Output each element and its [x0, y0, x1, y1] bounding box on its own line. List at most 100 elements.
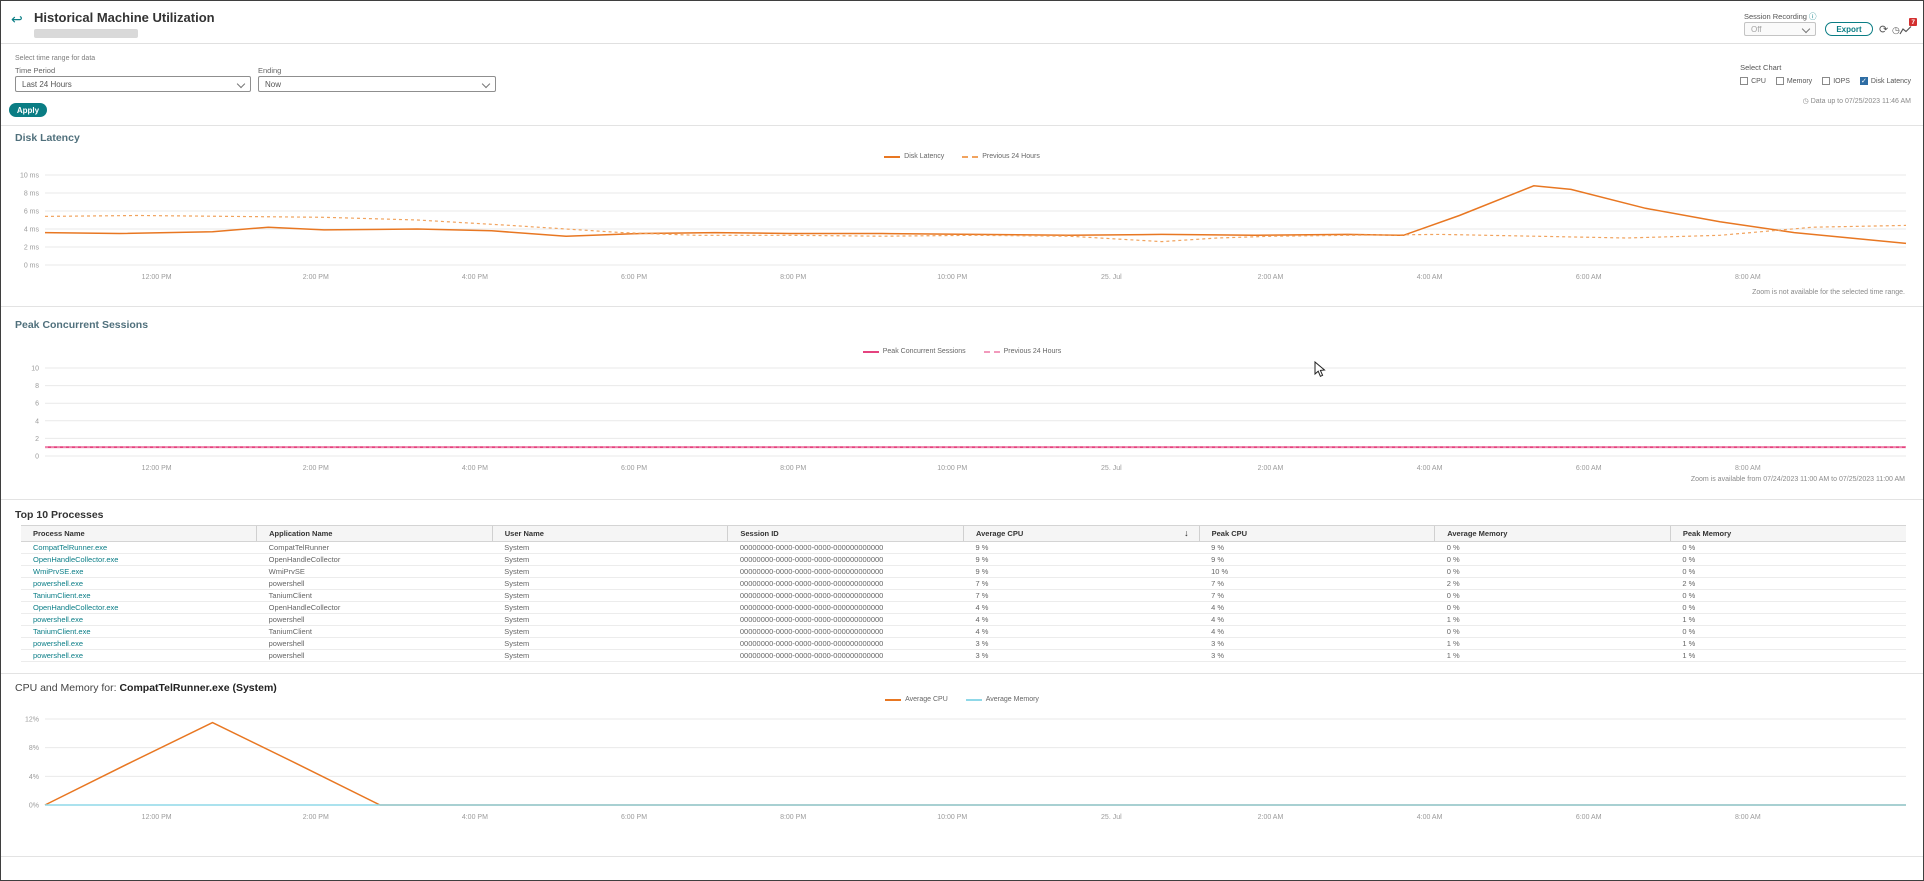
table-cell: 1 %: [1670, 613, 1906, 626]
column-header-session-id[interactable]: Session ID: [727, 525, 964, 542]
table-cell: 00000000-0000-0000-0000-000000000000: [727, 601, 964, 614]
process-name-link[interactable]: TaniumClient.exe: [33, 591, 91, 600]
table-cell: 7 %: [1199, 589, 1435, 602]
y-axis-label: 8%: [29, 745, 39, 752]
time-period-select[interactable]: Last 24 Hours: [15, 76, 251, 92]
x-axis-label: 4:00 PM: [462, 465, 488, 472]
legend-item[interactable]: Average Memory: [965, 696, 1039, 703]
x-axis-label: 6:00 AM: [1576, 814, 1602, 821]
table-cell: 2 %: [1434, 577, 1671, 590]
legend-item[interactable]: Previous 24 Hours: [962, 153, 1040, 160]
refresh-icon[interactable]: ⟳: [1879, 24, 1889, 36]
session-recording-label: Session Recording ⓘ: [1744, 11, 1817, 22]
column-header-label: Peak CPU: [1211, 529, 1248, 538]
export-button[interactable]: Export: [1825, 22, 1873, 36]
y-axis-label: 10: [31, 366, 39, 373]
ending-select[interactable]: Now: [258, 76, 496, 92]
table-cell: 4 %: [1199, 613, 1435, 626]
process-cpu-memory-chart: 12% 8% 4% 0% 12:00 PM 2:00 PM 4:00 PM 6:00 PM 8:…: [25, 717, 1906, 821]
session-recording-select[interactable]: Off: [1744, 22, 1816, 36]
legend-item[interactable]: Disk Latency: [884, 153, 944, 160]
legend-item[interactable]: Average CPU: [885, 696, 948, 703]
legend-swatch: [965, 698, 982, 701]
heading-prefix: CPU and Memory for:: [15, 682, 120, 694]
table-cell: 0 %: [1670, 601, 1906, 614]
column-header-user-name[interactable]: User Name: [491, 525, 728, 542]
y-axis-label: 0: [35, 454, 39, 461]
process-name-link[interactable]: powershell.exe: [33, 615, 84, 624]
table-row[interactable]: powershell.exe powershell System 00000000-0…: [21, 637, 1906, 650]
column-header-process-name[interactable]: Process Name: [21, 525, 257, 542]
process-name-link[interactable]: powershell.exe: [33, 651, 84, 660]
process-name-link[interactable]: powershell.exe: [33, 639, 84, 648]
table-row[interactable]: WmiPrvSE.exe WmiPrvSE System 00000000-0000-…: [21, 565, 1906, 578]
column-header-peak-memory[interactable]: Peak Memory: [1669, 525, 1906, 542]
table-row[interactable]: CompatTelRunner.exe CompatTelRunner System…: [21, 541, 1906, 554]
table-cell: 1 %: [1434, 637, 1671, 650]
checkbox-iops[interactable]: IOPS: [1822, 77, 1850, 85]
table-cell: 7 %: [963, 577, 1200, 590]
x-axis-label: 8:00 AM: [1735, 274, 1761, 281]
alerts-icon[interactable]: 7: [1899, 18, 1917, 35]
y-axis-label: 2 ms: [24, 245, 40, 252]
checkbox-cpu[interactable]: CPU: [1740, 77, 1766, 85]
process-name-link[interactable]: OpenHandleCollector.exe: [33, 555, 119, 564]
x-axis-label: 8:00 PM: [780, 814, 806, 821]
apply-button[interactable]: Apply: [9, 103, 47, 117]
table-row[interactable]: OpenHandleCollector.exe OpenHandleCollect…: [21, 553, 1906, 566]
process-name-link[interactable]: OpenHandleCollector.exe: [33, 603, 119, 612]
time-period-label: Time Period: [15, 66, 56, 75]
column-header-average-cpu[interactable]: Average CPU ↓: [963, 525, 1200, 542]
table-cell: 4 %: [963, 625, 1200, 638]
table-cell: powershell.exe: [21, 649, 257, 662]
legend-item[interactable]: Previous 24 Hours: [983, 348, 1062, 355]
data-up-to-text: Data up to 07/25/2023 11:46 AM: [1810, 98, 1911, 105]
process-name-link[interactable]: CompatTelRunner.exe: [33, 543, 108, 552]
legend-label: Previous 24 Hours: [1003, 348, 1062, 355]
session-recording-label-text: Session Recording: [1744, 12, 1807, 21]
back-button[interactable]: ↩: [11, 11, 23, 27]
column-header-peak-cpu[interactable]: Peak CPU: [1198, 525, 1435, 542]
legend-item[interactable]: Peak Concurrent Sessions: [862, 348, 966, 355]
table-cell: CompatTelRunner: [256, 541, 493, 554]
select-chart-options: CPU Memory IOPS ✓ Disk Latency: [1740, 77, 1911, 85]
table-cell: CompatTelRunner.exe: [21, 541, 257, 554]
table-cell: OpenHandleCollector: [256, 553, 493, 566]
process-name-link[interactable]: WmiPrvSE.exe: [33, 567, 84, 576]
table-cell: 0 %: [1670, 541, 1906, 554]
table-row[interactable]: powershell.exe powershell System 00000000-0…: [21, 577, 1906, 590]
column-header-average-memory[interactable]: Average Memory: [1434, 525, 1671, 542]
checkbox-memory[interactable]: Memory: [1775, 77, 1812, 85]
table-cell: 0 %: [1670, 625, 1906, 638]
x-axis-label: 6:00 PM: [621, 814, 647, 821]
table-cell: WmiPrvSE: [256, 565, 493, 578]
y-axis-label: 2: [35, 436, 39, 443]
y-axis-label: 6: [35, 401, 39, 408]
sort-desc-icon: ↓: [1184, 528, 1189, 538]
checkbox-label: IOPS: [1833, 77, 1850, 85]
disk-latency-legend: Disk Latency Previous 24 Hours: [1, 153, 1923, 160]
table-cell: 4 %: [1199, 625, 1435, 638]
x-axis-label: 25. Jul: [1101, 814, 1122, 821]
table-row[interactable]: TaniumClient.exe TaniumClient System 000000…: [21, 589, 1906, 602]
table-cell: powershell: [256, 613, 493, 626]
machine-name-redacted: [34, 29, 138, 38]
table-row[interactable]: powershell.exe powershell System 00000000-0…: [21, 649, 1906, 662]
table-cell: 1 %: [1434, 613, 1671, 626]
table-cell: System: [492, 649, 728, 662]
table-cell: 3 %: [963, 637, 1200, 650]
clock-icon[interactable]: ◷: [1892, 25, 1900, 35]
column-header-application-name[interactable]: Application Name: [256, 525, 493, 542]
process-name-link[interactable]: powershell.exe: [33, 579, 84, 588]
table-row[interactable]: TaniumClient.exe TaniumClient System 000000…: [21, 625, 1906, 638]
process-name-link[interactable]: TaniumClient.exe: [33, 627, 91, 636]
table-cell: 00000000-0000-0000-0000-000000000000: [727, 649, 964, 662]
table-row[interactable]: OpenHandleCollector.exe OpenHandleCollect…: [21, 601, 1906, 614]
x-axis-label: 2:00 AM: [1258, 274, 1284, 281]
checkbox-disk-latency[interactable]: ✓ Disk Latency: [1859, 77, 1911, 85]
y-axis-label: 4: [35, 418, 39, 425]
legend-swatch: [884, 155, 901, 158]
table-cell: System: [492, 625, 728, 638]
table-row[interactable]: powershell.exe powershell System 00000000-0…: [21, 613, 1906, 626]
select-chart-group: Select Chart CPU Memory IOPS ✓ Disk Latency: [1740, 63, 1911, 85]
